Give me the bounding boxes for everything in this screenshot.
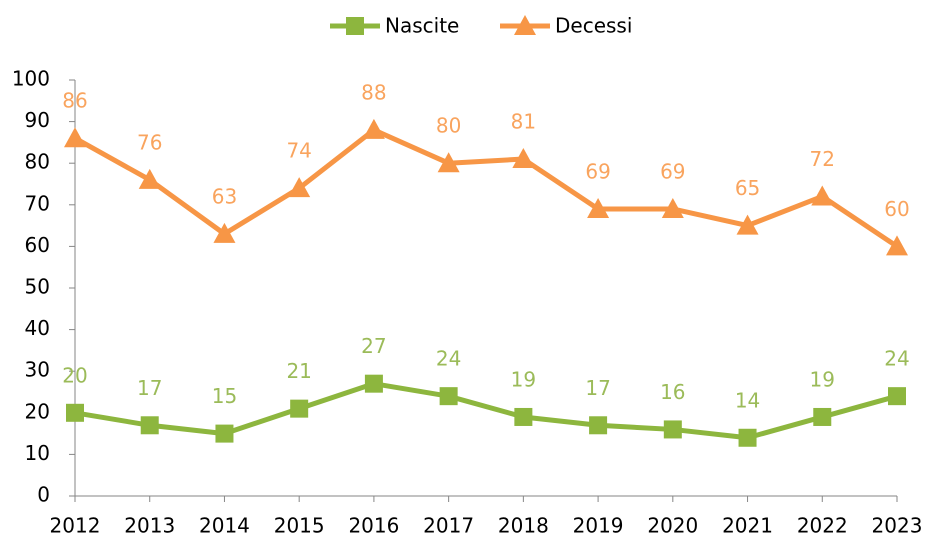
x-tick-label: 2022 bbox=[797, 514, 848, 538]
x-tick-label: 2021 bbox=[722, 514, 773, 538]
data-point bbox=[215, 424, 234, 443]
data-point bbox=[362, 118, 385, 139]
data-point bbox=[64, 127, 86, 148]
data-point bbox=[736, 214, 759, 235]
y-tick-label: 40 bbox=[25, 316, 50, 340]
data-label: 69 bbox=[660, 159, 685, 183]
y-tick-label: 30 bbox=[25, 358, 50, 382]
legend-label: Decessi bbox=[555, 14, 632, 38]
data-label: 19 bbox=[810, 367, 835, 391]
data-point bbox=[288, 177, 311, 198]
x-tick-label: 2015 bbox=[274, 514, 325, 538]
data-label: 81 bbox=[511, 110, 536, 134]
data-label: 19 bbox=[511, 367, 536, 391]
data-point bbox=[514, 407, 533, 426]
data-label: 88 bbox=[361, 80, 386, 104]
data-point bbox=[66, 403, 84, 422]
x-tick-label: 2019 bbox=[573, 514, 624, 538]
data-point bbox=[738, 428, 757, 447]
legend-marker bbox=[514, 15, 536, 35]
data-label: 24 bbox=[436, 347, 461, 371]
data-point bbox=[589, 416, 608, 435]
data-label: 86 bbox=[62, 89, 87, 113]
data-point bbox=[364, 374, 383, 393]
x-tick-label: 2012 bbox=[50, 514, 101, 538]
y-tick-label: 10 bbox=[25, 441, 50, 465]
legend-marker bbox=[346, 17, 364, 35]
x-tick-label: 2014 bbox=[199, 514, 250, 538]
y-tick-label: 80 bbox=[25, 150, 50, 174]
y-tick-label: 90 bbox=[25, 108, 50, 132]
series-line bbox=[74, 381, 898, 441]
data-point bbox=[290, 399, 309, 418]
y-tick-label: 0 bbox=[37, 483, 50, 507]
y-tick-label: 70 bbox=[25, 191, 50, 215]
x-tick-label: 2018 bbox=[498, 514, 549, 538]
data-point bbox=[213, 222, 236, 243]
data-point bbox=[888, 387, 906, 406]
data-label: 20 bbox=[62, 363, 87, 387]
data-label: 72 bbox=[810, 147, 835, 171]
y-tick-label: 60 bbox=[25, 233, 50, 257]
data-label: 17 bbox=[585, 376, 610, 400]
data-label: 80 bbox=[436, 114, 461, 138]
x-tick-label: 2013 bbox=[124, 514, 175, 538]
series-line bbox=[73, 127, 899, 249]
data-label: 74 bbox=[286, 139, 311, 163]
data-label: 76 bbox=[137, 130, 162, 154]
y-tick-label: 50 bbox=[25, 275, 50, 299]
data-point bbox=[138, 168, 161, 189]
x-tick-label: 2017 bbox=[423, 514, 474, 538]
data-point bbox=[663, 420, 682, 439]
data-point bbox=[886, 235, 908, 256]
legend-label: Nascite bbox=[385, 14, 459, 38]
data-point bbox=[512, 148, 535, 169]
data-label: 16 bbox=[660, 380, 685, 404]
data-point bbox=[661, 197, 684, 218]
data-point bbox=[811, 185, 834, 206]
data-label: 21 bbox=[286, 359, 311, 383]
y-tick-label: 100 bbox=[12, 67, 50, 91]
data-label: 65 bbox=[735, 176, 760, 200]
data-point bbox=[140, 416, 159, 435]
data-label: 24 bbox=[884, 347, 909, 371]
data-point bbox=[437, 152, 460, 173]
data-label: 17 bbox=[137, 376, 162, 400]
data-label: 15 bbox=[212, 384, 237, 408]
data-label: 63 bbox=[212, 184, 237, 208]
data-point bbox=[813, 407, 832, 426]
data-label: 14 bbox=[735, 388, 760, 412]
data-label: 27 bbox=[361, 334, 386, 358]
data-point bbox=[439, 387, 458, 406]
data-label: 60 bbox=[884, 197, 909, 221]
x-tick-label: 2020 bbox=[647, 514, 698, 538]
x-tick-label: 2023 bbox=[872, 514, 923, 538]
y-tick-label: 20 bbox=[25, 399, 50, 423]
data-point bbox=[587, 197, 610, 218]
data-label: 69 bbox=[585, 159, 610, 183]
x-tick-label: 2016 bbox=[348, 514, 399, 538]
